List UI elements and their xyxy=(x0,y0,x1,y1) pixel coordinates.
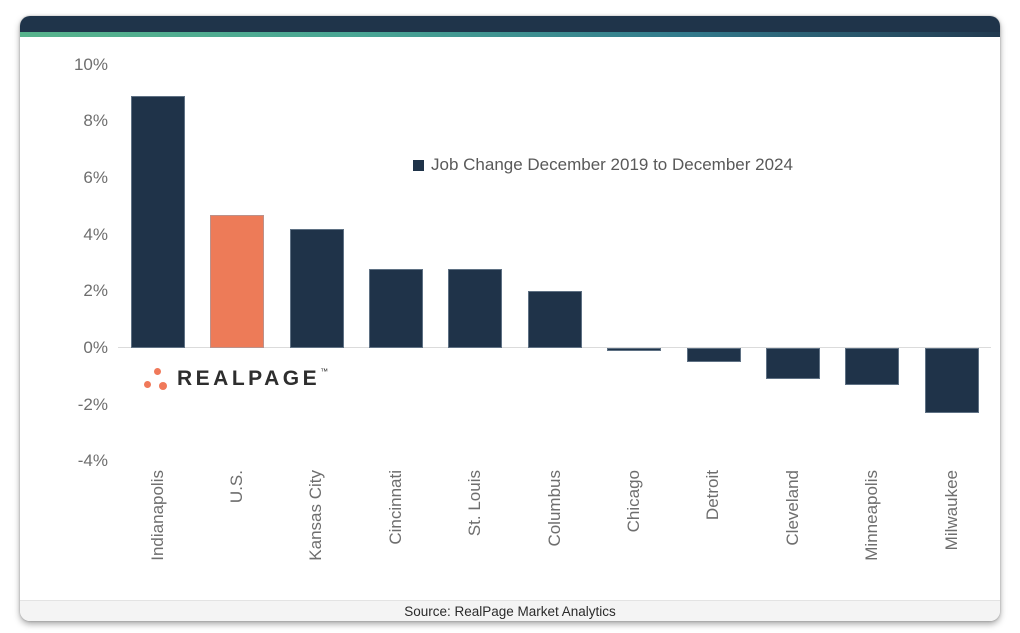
x-label-cell-u-s: U.S. xyxy=(197,470,276,602)
y-tick-2: -2% xyxy=(77,394,108,414)
bar-indianapolis xyxy=(130,95,185,348)
bar-cleveland xyxy=(765,348,820,380)
x-label-kansas-city: Kansas City xyxy=(306,470,326,561)
x-label-u-s: U.S. xyxy=(227,470,247,504)
realpage-dots-icon xyxy=(143,364,173,394)
x-label-cell-chicago: Chicago xyxy=(594,470,673,602)
bar-milwaukee xyxy=(924,348,979,414)
x-label-cincinnati: Cincinnati xyxy=(385,470,405,545)
bar-columbus xyxy=(527,291,582,348)
x-label-milwaukee: Milwaukee xyxy=(941,470,961,551)
card-footer: Source: RealPage Market Analytics xyxy=(20,600,1000,621)
y-tick-8: 8% xyxy=(83,111,108,131)
x-label-cell-cleveland: Cleveland xyxy=(753,470,832,602)
legend-marker-square xyxy=(413,159,424,171)
x-label-minneapolis: Minneapolis xyxy=(862,470,882,561)
bar-minneapolis xyxy=(845,348,900,385)
accent-gradient-strip xyxy=(20,32,1000,37)
bar-cincinnati xyxy=(368,268,423,348)
x-label-cell-milwaukee: Milwaukee xyxy=(912,470,991,602)
x-label-cell-detroit: Detroit xyxy=(674,470,753,602)
y-tick-0: 0% xyxy=(83,338,108,357)
x-label-cell-st-louis: St. Louis xyxy=(436,470,515,602)
y-tick-4: -4% xyxy=(77,451,108,471)
x-label-cell-columbus: Columbus xyxy=(515,470,594,602)
realpage-logo-text: REALPAGE™ xyxy=(177,367,329,390)
x-label-columbus: Columbus xyxy=(544,470,564,547)
x-label-detroit: Detroit xyxy=(703,470,723,521)
realpage-logo: REALPAGE™ xyxy=(143,363,328,395)
y-tick-6: 6% xyxy=(83,167,108,187)
legend-label: Job Change December 2019 to December 202… xyxy=(431,155,793,174)
bar-kansas-city xyxy=(289,228,344,348)
bar-u-s xyxy=(210,214,265,348)
trademark-mark: ™ xyxy=(320,367,329,376)
source-text: Source: RealPage Market Analytics xyxy=(404,603,616,619)
x-label-cleveland: Cleveland xyxy=(782,470,802,546)
chart-card: 10% 8% 6% 4% 2% 0% -2% -4% Job Change December … xyxy=(20,16,1000,621)
x-label-cell-minneapolis: Minneapolis xyxy=(833,470,912,602)
x-label-cell-indianapolis: Indianapolis xyxy=(118,470,197,602)
y-tick-10: 10% xyxy=(73,54,108,74)
x-label-st-louis: St. Louis xyxy=(465,470,485,537)
x-label-chicago: Chicago xyxy=(624,470,644,533)
bar-detroit xyxy=(686,348,741,363)
x-label-cell-cincinnati: Cincinnati xyxy=(356,470,435,602)
y-tick-4: 4% xyxy=(83,224,108,244)
bar-chicago xyxy=(607,348,662,351)
x-label-cell-kansas-city: Kansas City xyxy=(277,470,356,602)
bar-st-louis xyxy=(448,268,503,348)
chart-legend: Job Change December 2019 to December 202… xyxy=(413,155,793,175)
x-label-indianapolis: Indianapolis xyxy=(147,470,167,561)
y-tick-2: 2% xyxy=(83,281,108,301)
card-header-bar xyxy=(20,16,1000,32)
